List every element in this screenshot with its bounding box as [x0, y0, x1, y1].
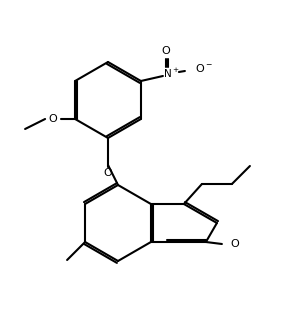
Text: N$^+$: N$^+$ — [163, 66, 179, 80]
Text: O: O — [162, 46, 170, 56]
Text: O$^-$: O$^-$ — [195, 62, 213, 74]
Text: O: O — [49, 114, 57, 124]
Text: O: O — [230, 239, 239, 249]
Text: O: O — [104, 168, 113, 178]
